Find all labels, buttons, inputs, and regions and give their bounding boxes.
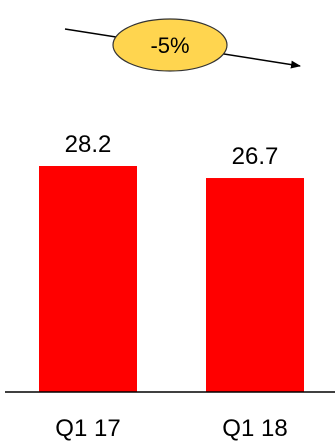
value-label: 26.7	[232, 143, 279, 170]
bars-group	[39, 166, 304, 392]
value-label: 28.2	[65, 131, 112, 158]
bar-q1-18	[206, 178, 304, 392]
category-label: Q1 18	[222, 415, 287, 442]
bar-q1-17	[39, 166, 137, 392]
category-label: Q1 17	[55, 415, 120, 442]
change-percent-label: -5%	[150, 33, 189, 58]
change-badge	[112, 18, 228, 72]
